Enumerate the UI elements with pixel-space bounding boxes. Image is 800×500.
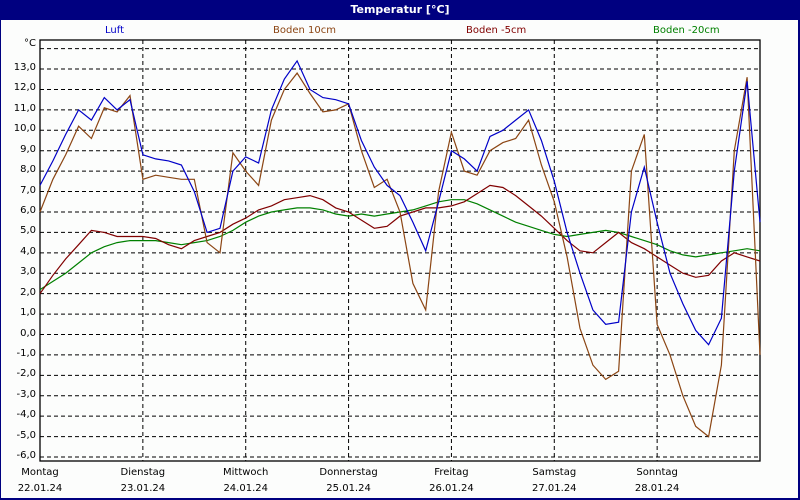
series-line [39,72,761,438]
y-tick-label: 7,0 [20,184,36,196]
legend-boden-minus20cm: Boden -20cm [653,25,720,36]
y-tick-label: 1,0 [20,307,36,319]
y-tick-label: 2,0 [20,286,36,298]
y-tick-label: 3,0 [20,266,36,278]
x-tick-label: Mittwoch 24.01.24 [223,467,269,494]
y-tick-label: 9,0 [20,143,36,155]
y-tick-label: -6,0 [16,450,36,462]
series-line [39,59,761,346]
series-line [39,184,761,295]
y-tick-label: -1,0 [16,347,36,359]
x-tick-label: Samstag 27.01.24 [532,467,577,494]
legend-boden-minus5cm: Boden -5cm [466,25,527,36]
y-tick-label: 13,0 [13,62,36,74]
y-tick-label: 4,0 [20,245,36,257]
y-tick-label: -4,0 [16,409,36,421]
x-tick-label: Freitag 26.01.24 [429,467,474,494]
y-tick-label: 11,0 [13,102,36,114]
y-tick-label: 6,0 [20,204,36,216]
legend-luft: Luft [105,25,124,36]
chart-panel: Luft Boden 10cm Boden -5cm Boden -20cm [1,20,798,498]
legend-boden-10cm: Boden 10cm [273,25,336,36]
y-tick-label: -2,0 [16,368,36,380]
x-tick-label: Dienstag 23.01.24 [120,467,166,494]
y-axis-unit: °C [24,38,36,49]
chart-title: Temperatur [°C] [0,0,800,20]
y-tick-label: 10,0 [13,123,36,135]
x-tick-label: Sonntag 28.01.24 [634,467,680,494]
y-tick-label: 0,0 [20,327,36,339]
x-tick-label: Donnerstag 25.01.24 [319,467,378,494]
y-tick-label: 5,0 [20,225,36,237]
y-tick-label: 8,0 [20,164,36,176]
y-tick-label: -5,0 [16,429,36,441]
x-tick-label: Montag 22.01.24 [17,467,63,494]
y-tick-label: -3,0 [16,388,36,400]
y-tick-label: 12,0 [13,82,36,94]
